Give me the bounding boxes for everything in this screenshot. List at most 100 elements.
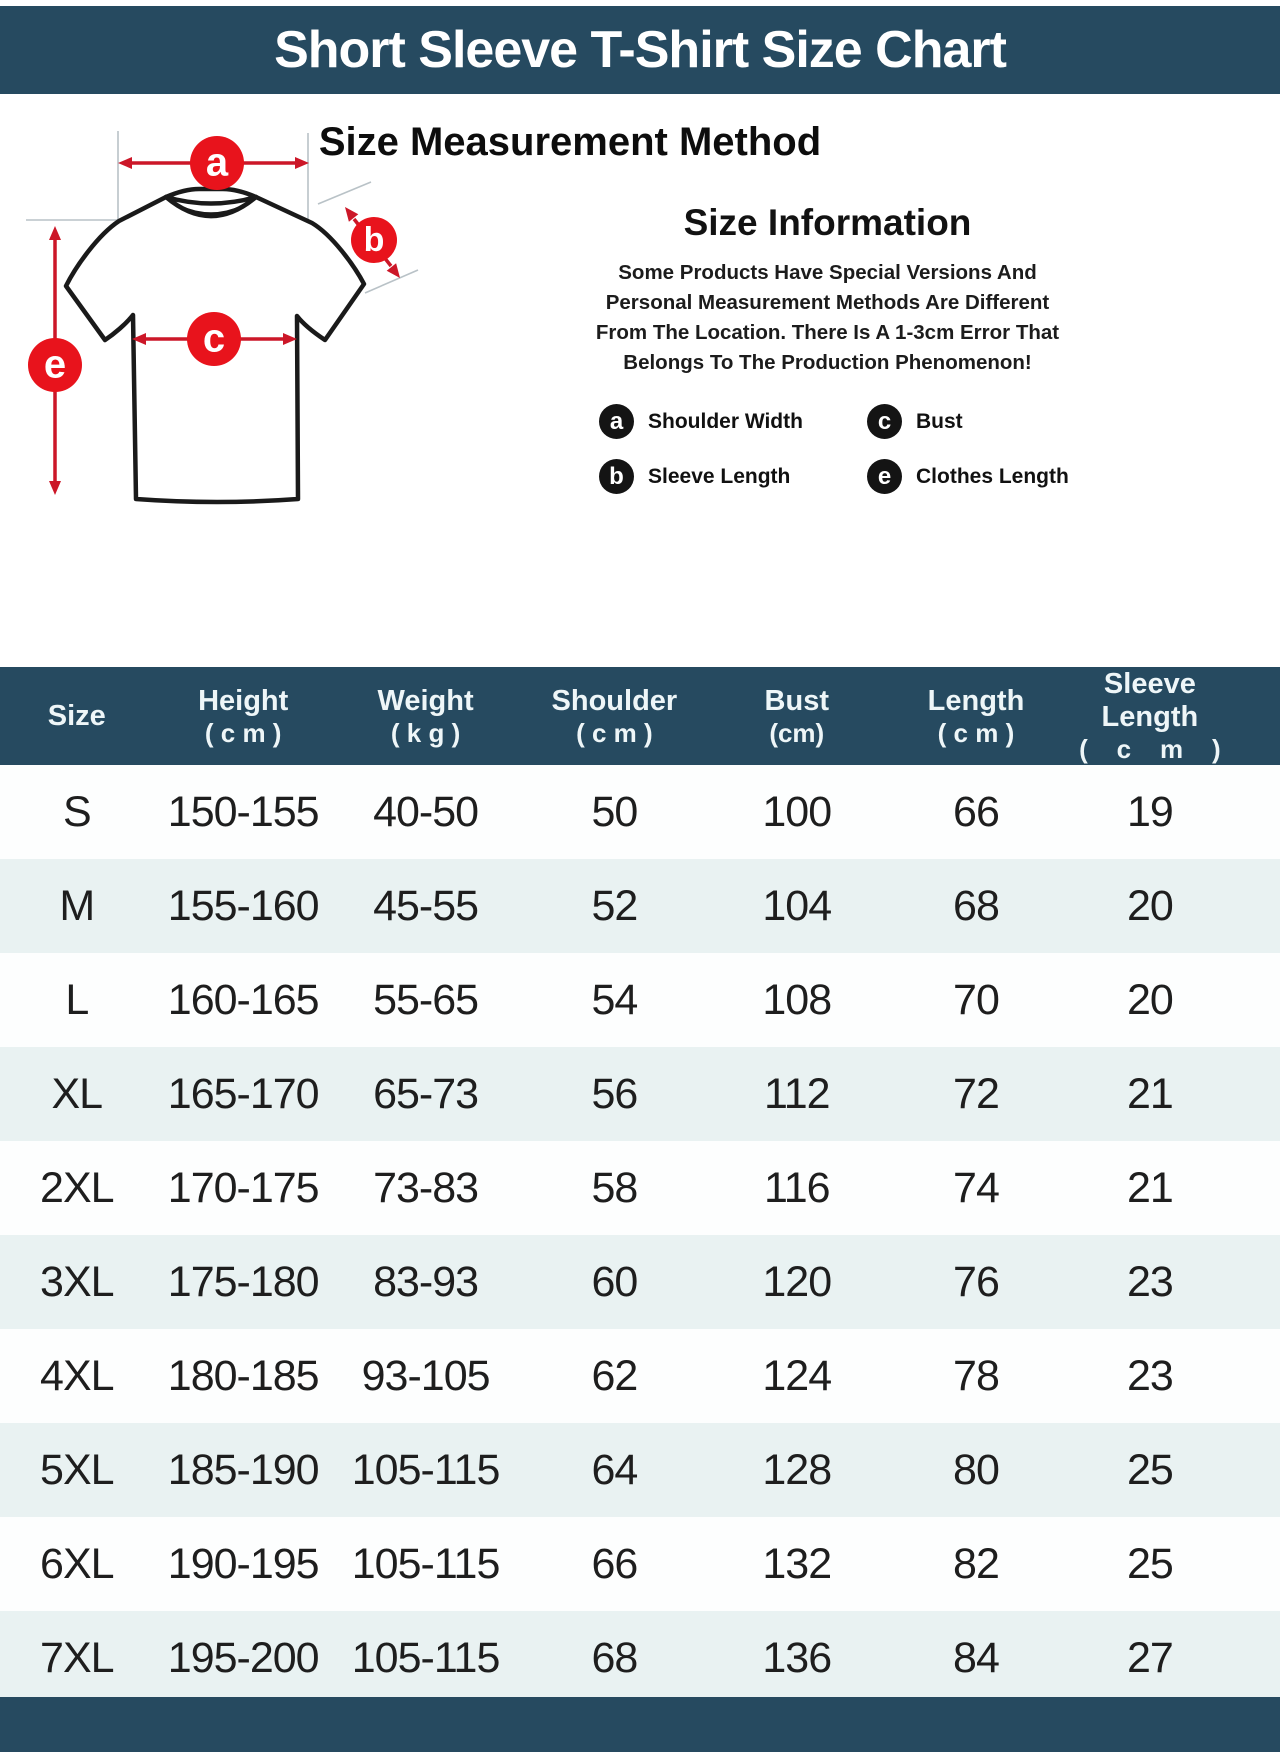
legend-item-clothes-length: e Clothes Length — [867, 459, 1100, 494]
table-cell: 116 — [763, 1163, 831, 1212]
table-cell: 5XL — [40, 1445, 115, 1494]
info-line: Some Products Have Special Versions And — [618, 261, 1037, 284]
table-cell: 120 — [762, 1257, 832, 1306]
legend-item-bust: c Bust — [867, 404, 1100, 439]
marker-a-letter: a — [206, 141, 229, 185]
legend-label: Shoulder Width — [648, 409, 803, 433]
table-cell: 54 — [591, 975, 638, 1024]
table-cell: 2XL — [40, 1163, 115, 1212]
table-cell: 80 — [953, 1445, 1000, 1494]
table-cell: M — [59, 881, 95, 930]
table-cell: 72 — [953, 1069, 1000, 1118]
table-cell: 112 — [763, 1069, 831, 1118]
table-cell: 190-195 — [167, 1539, 320, 1588]
table-cell: 64 — [591, 1445, 638, 1494]
size-information-title: Size Information — [683, 202, 972, 243]
table-cell: 66 — [591, 1539, 638, 1588]
table-cell: 40-50 — [373, 787, 479, 836]
column-header: Height( c m ) — [198, 684, 289, 748]
table-row: 2XL 170-175 73-83 58 116 74 21 — [0, 1141, 1280, 1235]
column-header: Weight( k g ) — [377, 684, 474, 748]
column-header: Size — [47, 699, 106, 732]
table-cell: 60 — [591, 1257, 638, 1306]
marker-e-badge: e — [28, 338, 82, 392]
table-cell: S — [62, 787, 92, 836]
table-cell: 20 — [1126, 881, 1174, 930]
marker-e-letter: e — [44, 343, 66, 387]
table-cell: 93-105 — [361, 1351, 491, 1400]
table-cell: 55-65 — [373, 975, 479, 1024]
table-cell: 104 — [762, 881, 832, 930]
table-cell: 23 — [1126, 1351, 1174, 1400]
table-row: 4XL 180-185 93-105 62 124 78 23 — [0, 1329, 1280, 1423]
tshirt-measurement-diagram: a b c e — [26, 131, 419, 505]
size-table-head: Size Height( c m ) Weight( k g ) Shoulder( … — [0, 667, 1280, 765]
table-cell: 150-155 — [167, 787, 320, 836]
table-cell: 76 — [953, 1257, 1000, 1306]
table-cell: 105-115 — [351, 1539, 501, 1588]
column-header: Length( c m ) — [927, 684, 1025, 748]
table-cell: 124 — [762, 1351, 832, 1400]
table-row: 5XL 185-190 105-115 64 128 80 25 — [0, 1423, 1280, 1517]
table-cell: 170-175 — [167, 1163, 320, 1212]
table-cell: 19 — [1126, 787, 1174, 836]
table-cell: 7XL — [40, 1633, 115, 1682]
table-row: 6XL 190-195 105-115 66 132 82 25 — [0, 1517, 1280, 1611]
table-cell: 56 — [591, 1069, 638, 1118]
column-header: Shoulder( c m ) — [551, 684, 678, 748]
method-title: Size Measurement Method — [318, 120, 822, 164]
table-cell: 27 — [1126, 1633, 1174, 1682]
table-cell: 68 — [591, 1633, 638, 1682]
size-table-body: S 150-155 40-50 50 100 66 19 M 155-160 45-55 52 104… — [0, 765, 1280, 1705]
table-cell: 52 — [591, 881, 638, 930]
info-line: Personal Measurement Methods Are Differe… — [605, 291, 1050, 314]
legend-label: Clothes Length — [916, 464, 1069, 488]
table-cell: 4XL — [40, 1351, 115, 1400]
legend-b-icon: b — [599, 459, 634, 494]
measurement-method-section: Size Measurement Method — [0, 94, 1280, 667]
column-header: Sleeve Length( c m ) — [1079, 668, 1221, 764]
table-cell: 180-185 — [167, 1351, 320, 1400]
table-cell: 108 — [762, 975, 832, 1024]
table-cell: 66 — [953, 787, 1000, 836]
info-line: Belongs To The Production Phenomenon! — [623, 351, 1032, 374]
table-cell: 82 — [953, 1539, 1000, 1588]
table-cell: 70 — [953, 975, 1000, 1024]
table-cell: 50 — [591, 787, 638, 836]
table-cell: 195-200 — [167, 1633, 320, 1682]
table-cell: 155-160 — [167, 881, 320, 930]
table-cell: 23 — [1126, 1257, 1174, 1306]
table-cell: 74 — [953, 1163, 1000, 1212]
table-row: 3XL 175-180 83-93 60 120 76 23 — [0, 1235, 1280, 1329]
table-cell: 128 — [762, 1445, 832, 1494]
table-cell: 185-190 — [167, 1445, 320, 1494]
table-row: L 160-165 55-65 54 108 70 20 — [0, 953, 1280, 1047]
table-cell: 175-180 — [167, 1257, 320, 1306]
table-cell: 25 — [1126, 1445, 1174, 1494]
size-table: Size Height( c m ) Weight( k g ) Shoulder( … — [0, 667, 1280, 1705]
table-cell: 73-83 — [373, 1163, 479, 1212]
table-cell: 160-165 — [167, 975, 320, 1024]
table-cell: 62 — [591, 1351, 638, 1400]
marker-b-letter: b — [364, 221, 385, 259]
footer-bar — [0, 1697, 1280, 1752]
page-title: Short Sleeve T-Shirt Size Chart — [274, 21, 1007, 79]
table-cell: 58 — [591, 1163, 638, 1212]
table-cell: 165-170 — [167, 1069, 320, 1118]
table-cell: 83-93 — [373, 1257, 479, 1306]
table-cell: 136 — [762, 1633, 832, 1682]
table-cell: 45-55 — [373, 881, 479, 930]
table-cell: 78 — [953, 1351, 1000, 1400]
guide-lines — [26, 131, 419, 294]
title-banner: Short Sleeve T-Shirt Size Chart — [0, 6, 1280, 94]
table-cell: 3XL — [40, 1257, 115, 1306]
table-cell: L — [65, 975, 89, 1024]
legend-item-shoulder-width: a Shoulder Width — [599, 404, 867, 439]
legend-label: Sleeve Length — [648, 464, 791, 488]
table-cell: 105-115 — [351, 1445, 501, 1494]
marker-badges: a b c e — [28, 136, 397, 392]
info-line: From The Location. There Is A 1-3cm Erro… — [595, 321, 1060, 344]
marker-b-badge: b — [351, 217, 397, 263]
table-cell: 100 — [762, 787, 832, 836]
